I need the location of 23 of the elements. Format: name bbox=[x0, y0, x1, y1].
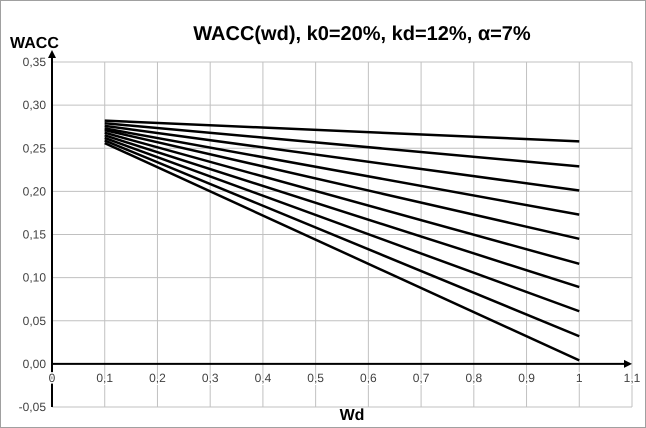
y-tick-label: -0,05 bbox=[18, 400, 46, 414]
x-tick-label: 0,2 bbox=[149, 370, 166, 385]
chart-title: WACC(wd), k0=20%, kd=12%, α=7% bbox=[193, 23, 531, 45]
x-axis-title: Wd bbox=[340, 407, 364, 424]
y-tick-label: 0,00 bbox=[22, 356, 46, 371]
x-tick-label: 0,7 bbox=[412, 370, 430, 385]
x-tick-label: 1,1 bbox=[624, 370, 641, 385]
y-axis-title: WACC bbox=[10, 35, 60, 52]
x-tick-label: 1 bbox=[576, 370, 583, 385]
y-tick-label: 0,35 bbox=[22, 55, 46, 69]
x-tick-label: 0,1 bbox=[96, 370, 114, 385]
x-tick-label: 0,6 bbox=[360, 370, 378, 385]
x-tick-label: 0,9 bbox=[518, 370, 536, 385]
x-tick-label: 0,3 bbox=[202, 370, 219, 385]
y-tick-label: 0,25 bbox=[22, 141, 46, 156]
x-tick-label: 0,5 bbox=[307, 370, 324, 385]
y-tick-label: 0,05 bbox=[22, 314, 46, 328]
y-tick-label: 0,30 bbox=[22, 98, 46, 112]
y-tick-label: 0,20 bbox=[22, 184, 46, 198]
x-tick-label: 0,8 bbox=[465, 370, 482, 385]
x-tick-label: 0,4 bbox=[254, 370, 272, 385]
y-tick-label: 0,15 bbox=[22, 228, 46, 242]
y-tick-label: 0,10 bbox=[22, 270, 46, 285]
